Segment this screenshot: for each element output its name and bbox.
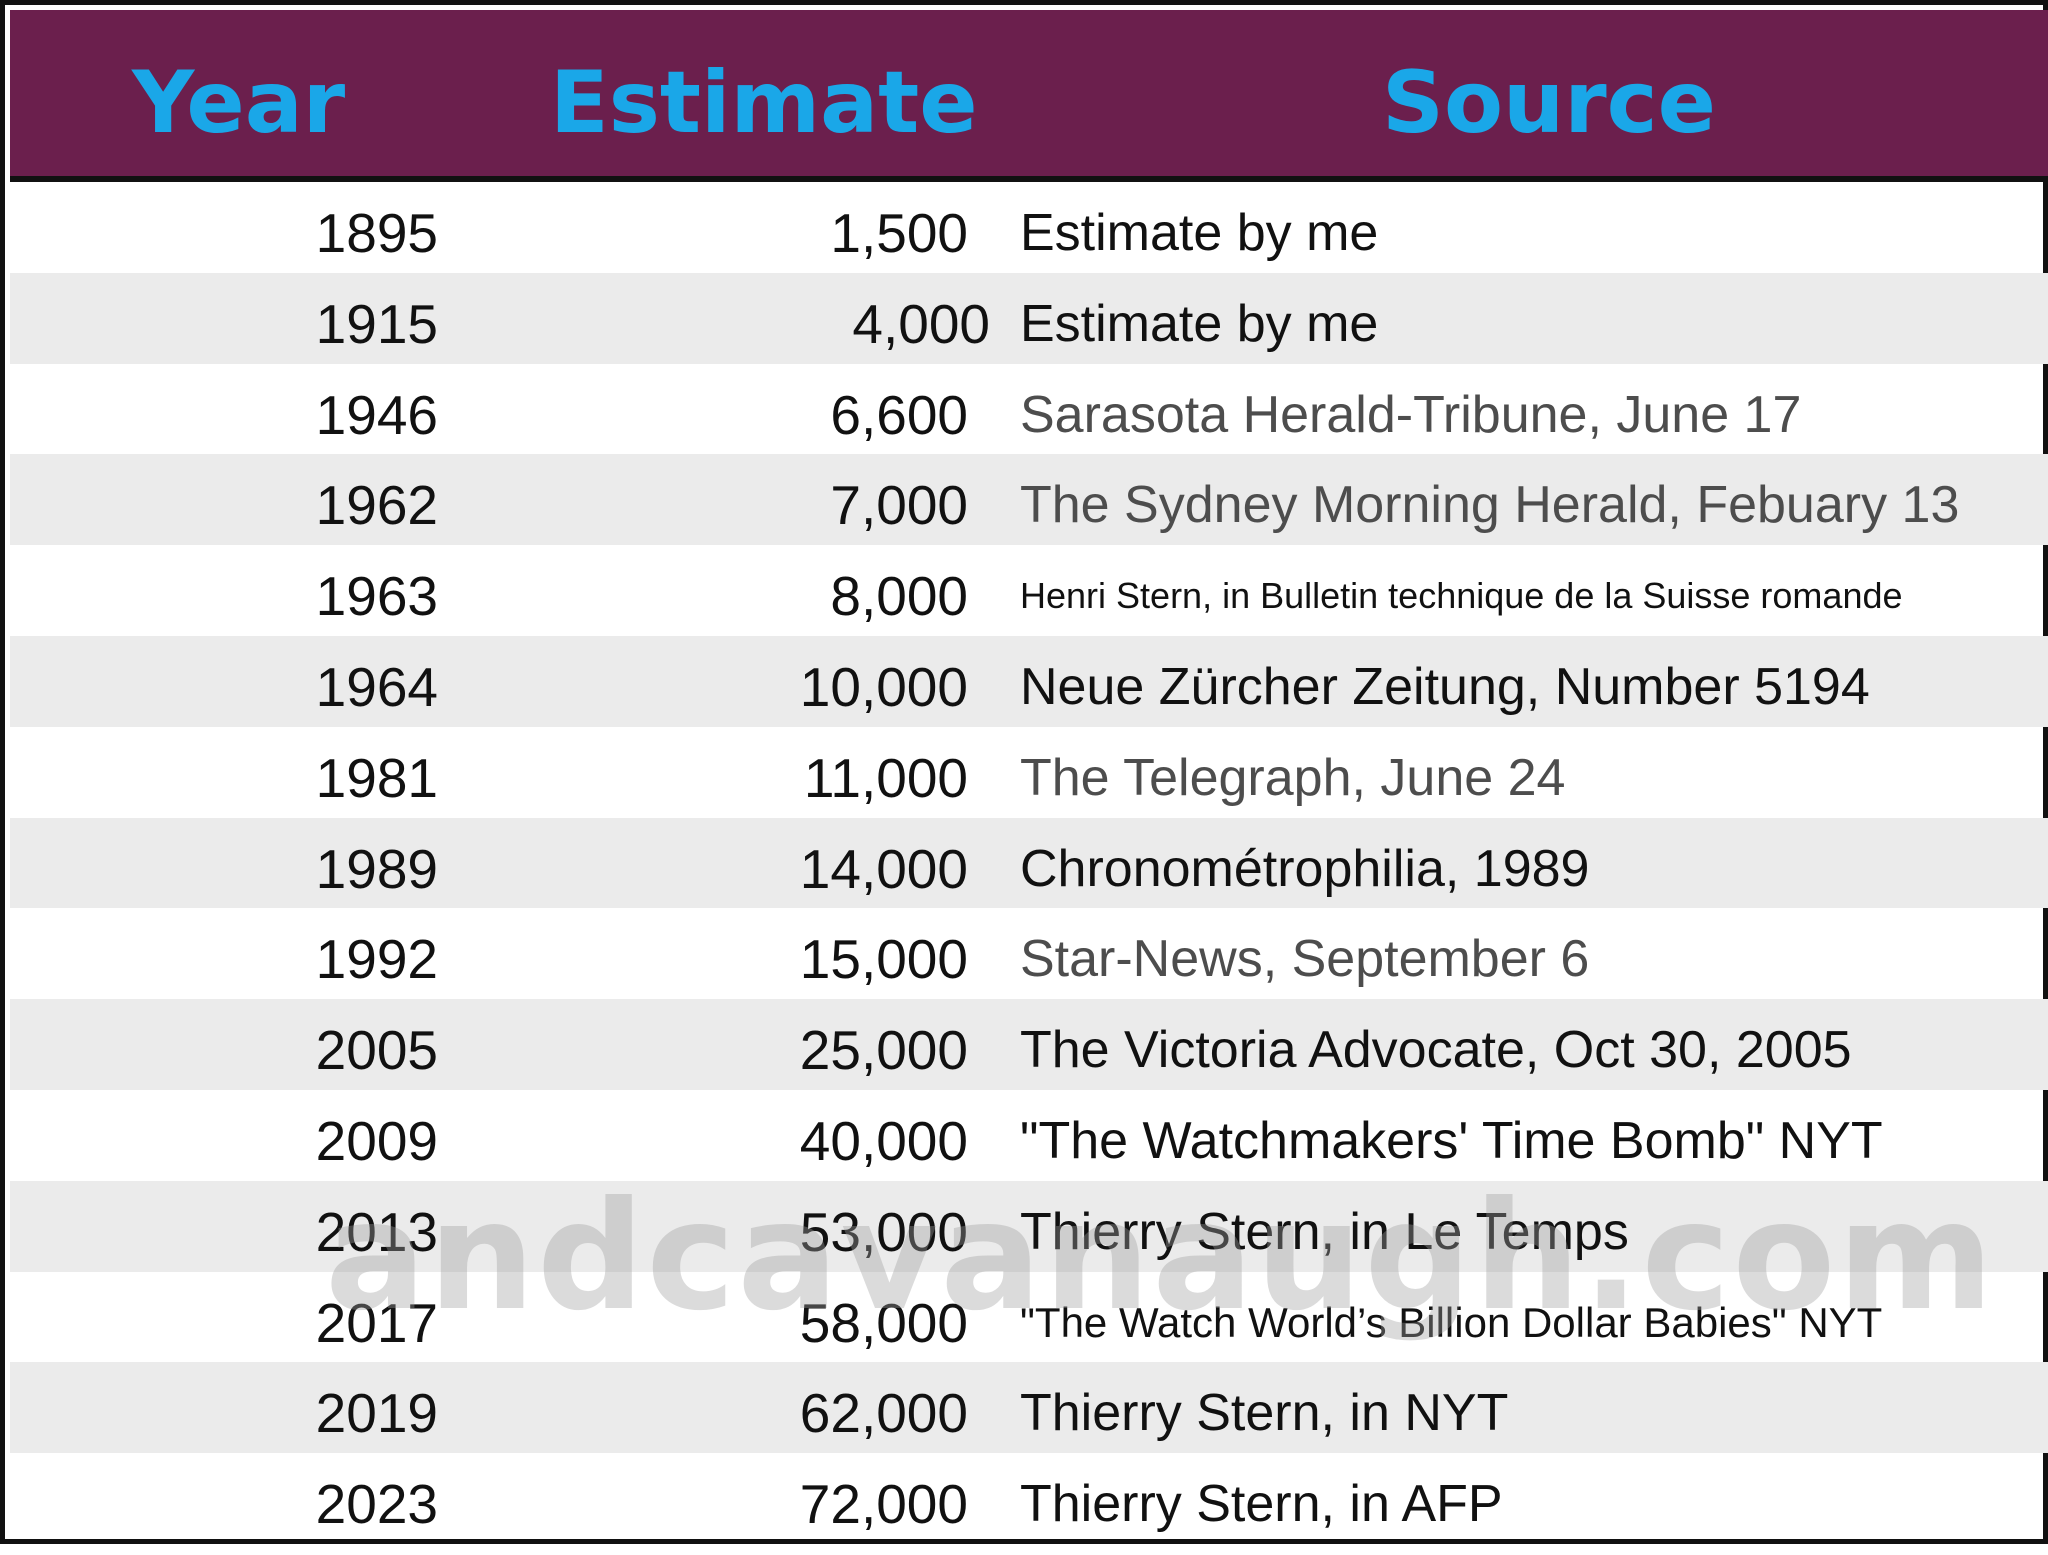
- source-cell: Thierry Stern, in AFP: [1020, 1475, 1503, 1534]
- year-cell: 1989: [315, 837, 438, 900]
- estimate-cell: 8,000: [830, 565, 968, 628]
- estimate-cell: 62,000: [799, 1382, 968, 1445]
- table-row: 2017 58,000 "The Watch World’s Billion Dol…: [10, 1272, 2048, 1363]
- table-row: 1963 8,000 Henri Stern, in Bulletin techni…: [10, 545, 2048, 636]
- estimate-cell: 7,000: [830, 474, 968, 537]
- estimate-cell: 1,500: [830, 202, 968, 264]
- header-year: Year: [132, 53, 346, 153]
- table-row: 1946 6,600 Sarasota Herald-Tribune, June 1…: [10, 364, 2048, 455]
- estimate-cell: 10,000: [799, 656, 968, 718]
- source-cell: Thierry Stern, in NYT: [1020, 1384, 1509, 1443]
- header-estimate: Estimate: [550, 53, 978, 153]
- estimate-cell: 58,000: [799, 1291, 968, 1354]
- year-cell: 2023: [315, 1473, 438, 1536]
- source-cell: "The Watch World’s Billion Dollar Babies…: [1020, 1298, 1883, 1346]
- source-cell: Neue Zürcher Zeitung, Number 5194: [1020, 658, 1870, 716]
- header-source: Source: [1382, 53, 1716, 153]
- estimate-cell: 72,000: [799, 1473, 968, 1536]
- estimate-cell: 11,000: [803, 746, 968, 809]
- table-row: 1915 4,000 Estimate by me: [10, 272, 2048, 364]
- table-body: 1895 1,500 Estimate by me 1915 4,000 Estimate…: [10, 182, 2048, 1544]
- source-cell: Star-News, September 6: [1020, 930, 1590, 989]
- estimate-cell: 53,000: [799, 1200, 968, 1263]
- year-cell: 2009: [315, 1110, 438, 1172]
- source-cell: The Telegraph, June 24: [1020, 748, 1566, 807]
- source-cell: Thierry Stern, in Le Temps: [1020, 1202, 1629, 1261]
- table-row: 2005 25,000 The Victoria Advocate, Oct 30,…: [10, 999, 2048, 1090]
- estimate-cell: 4,000: [852, 292, 990, 355]
- estimate-cell: 6,600: [830, 383, 968, 446]
- estimate-cell: 25,000: [799, 1019, 968, 1082]
- year-cell: 2017: [315, 1291, 438, 1354]
- table-row: 1962 7,000 The Sydney Morning Herald, Febu…: [10, 454, 2048, 546]
- source-cell: The Victoria Advocate, Oct 30, 2005: [1020, 1021, 1852, 1080]
- year-cell: 1964: [315, 656, 438, 718]
- year-cell: 1992: [315, 928, 438, 991]
- source-cell: Sarasota Herald-Tribune, June 17: [1020, 385, 1802, 444]
- year-cell: 1963: [315, 565, 438, 628]
- source-cell: Estimate by me: [1020, 204, 1379, 262]
- estimate-cell: 14,000: [799, 837, 968, 900]
- year-cell: 2013: [315, 1200, 438, 1263]
- source-cell: "The Watchmakers' Time Bomb" NYT: [1020, 1112, 1883, 1170]
- table-row: 2009 40,000 "The Watchmakers' Time Bomb" N…: [10, 1090, 2048, 1181]
- source-cell: Chronométrophilia, 1989: [1020, 839, 1590, 898]
- year-cell: 2019: [315, 1382, 438, 1445]
- estimate-cell: 15,000: [799, 928, 968, 991]
- year-cell: 1895: [315, 202, 438, 264]
- table-row: 1989 14,000 Chronométrophilia, 1989: [10, 817, 2048, 909]
- year-cell: 1946: [315, 383, 438, 446]
- source-cell: Henri Stern, in Bulletin technique de la…: [1020, 575, 1903, 617]
- year-cell: 2005: [315, 1019, 438, 1082]
- table-row: 2013 53,000 Thierry Stern, in Le Temps: [10, 1180, 2048, 1272]
- year-cell: 1981: [315, 746, 438, 809]
- table-row: 1964 10,000 Neue Zürcher Zeitung, Number 5…: [10, 636, 2048, 727]
- table-row: 2023 72,000 Thierry Stern, in AFP: [10, 1453, 2048, 1544]
- table-header: Year Estimate Source: [10, 10, 2048, 182]
- table-row: 1981 11,000 The Telegraph, June 24: [10, 727, 2048, 818]
- table-row: 1992 15,000 Star-News, September 6: [10, 908, 2048, 999]
- source-cell: The Sydney Morning Herald, Febuary 13: [1020, 476, 1960, 535]
- table-row: 1895 1,500 Estimate by me: [10, 182, 2048, 273]
- source-cell: Estimate by me: [1020, 294, 1379, 353]
- table-row: 2019 62,000 Thierry Stern, in NYT: [10, 1362, 2048, 1454]
- year-cell: 1962: [315, 474, 438, 537]
- year-cell: 1915: [315, 292, 438, 355]
- estimate-cell: 40,000: [799, 1110, 968, 1172]
